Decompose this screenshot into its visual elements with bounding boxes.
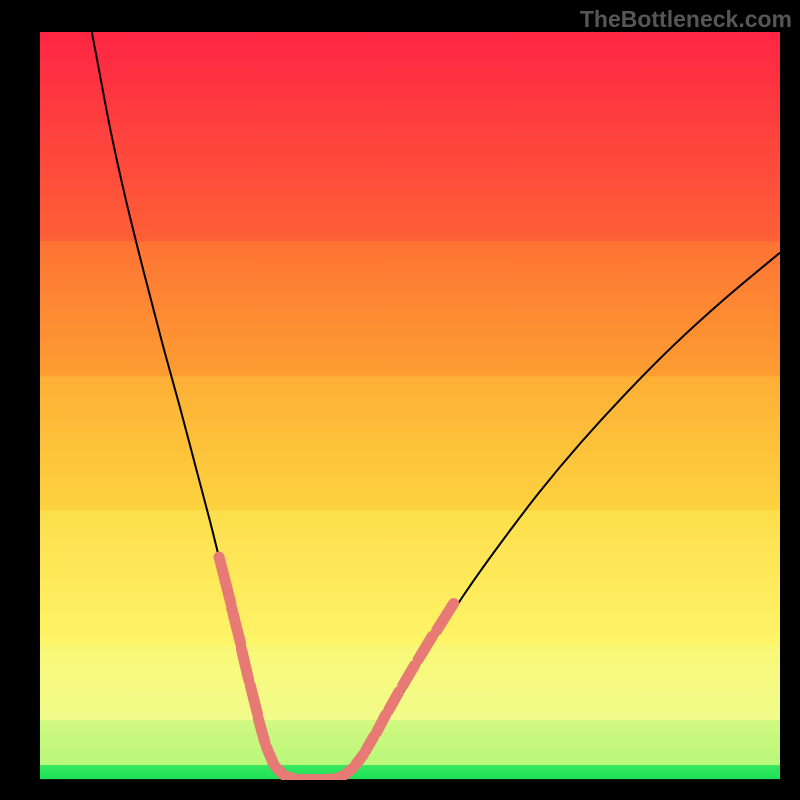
right-highlight-segment — [366, 737, 374, 751]
chart-container: TheBottleneck.com — [0, 0, 800, 800]
left-highlight-segment — [258, 719, 265, 743]
left-highlight-segment — [266, 747, 273, 763]
right-highlight-segment — [346, 768, 353, 774]
watermark-text: TheBottleneck.com — [580, 6, 792, 33]
plot-area — [40, 32, 780, 780]
right-highlight-segment — [356, 755, 363, 765]
gradient-band — [40, 32, 780, 241]
left-highlight-segment — [241, 648, 248, 679]
left-highlight-segment — [250, 685, 257, 714]
